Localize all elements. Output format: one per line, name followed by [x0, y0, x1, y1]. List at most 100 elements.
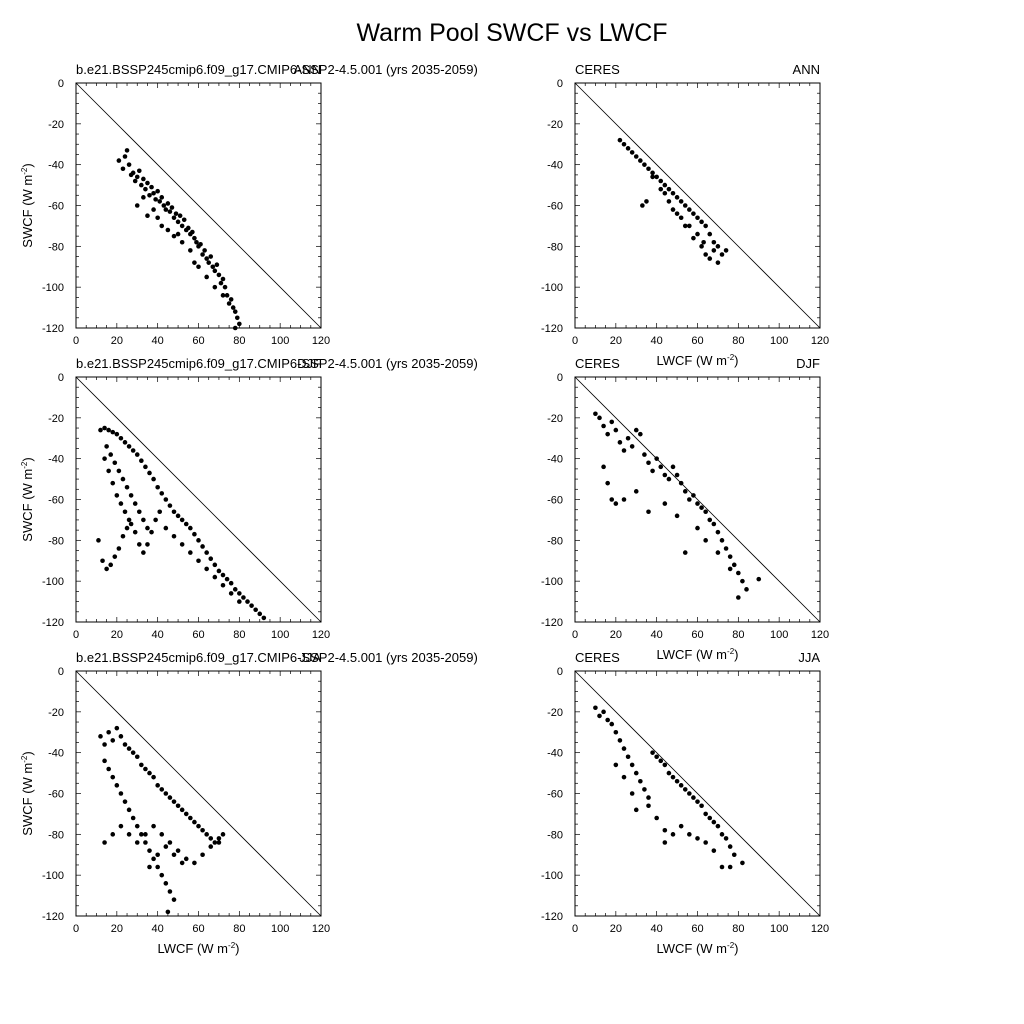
- data-point: [112, 554, 118, 559]
- data-point: [104, 566, 109, 572]
- data-point: [744, 587, 749, 592]
- data-point: [230, 305, 236, 310]
- data-point: [204, 550, 209, 555]
- x-tick-label: 60: [691, 335, 703, 347]
- x-tick-label: 120: [312, 629, 330, 641]
- data-point: [143, 766, 148, 772]
- x-tick-label: 80: [233, 629, 245, 641]
- data-point: [159, 223, 165, 229]
- data-point: [662, 501, 668, 506]
- y-tick-label: -80: [48, 829, 64, 841]
- data-point: [171, 233, 177, 239]
- x-tick-label: 20: [610, 335, 622, 347]
- x-tick-label: 0: [572, 629, 578, 641]
- x-tick-label: 100: [770, 923, 788, 935]
- data-point: [650, 170, 655, 176]
- x-tick-label: 100: [770, 335, 788, 347]
- data-point: [701, 239, 706, 245]
- data-point: [613, 729, 619, 735]
- y-tick-label: -120: [541, 323, 563, 335]
- data-point: [110, 774, 116, 780]
- data-point: [629, 791, 635, 796]
- one-to-one-line: [75, 376, 322, 623]
- data-point: [122, 509, 128, 515]
- data-point: [638, 778, 643, 784]
- data-point: [151, 823, 156, 829]
- data-point: [179, 860, 185, 866]
- data-point: [179, 517, 185, 523]
- data-point: [674, 211, 680, 216]
- data-point: [188, 550, 193, 555]
- data-point: [601, 709, 606, 715]
- data-point: [163, 497, 169, 502]
- data-point: [644, 199, 649, 204]
- data-point: [149, 184, 154, 190]
- data-point: [662, 762, 668, 768]
- panel-4: 0 20 40 60 80 100 120 0 -20 -40 -60 -80 -100 -120 b.e2…: [20, 650, 478, 956]
- data-point: [196, 264, 201, 270]
- y-tick-label: -80: [547, 535, 563, 547]
- x-tick-label: 20: [111, 923, 123, 935]
- x-tick-label: 60: [192, 335, 204, 347]
- x-tick-label: 100: [770, 629, 788, 641]
- data-point: [261, 615, 267, 621]
- data-point: [613, 762, 619, 768]
- data-point: [120, 533, 126, 539]
- data-point: [703, 538, 708, 543]
- data-point: [155, 852, 160, 858]
- data-point: [629, 762, 635, 768]
- data-point: [727, 566, 733, 572]
- data-point: [139, 182, 144, 188]
- data-point: [650, 750, 655, 755]
- panel-0: 0 20 40 60 80 100 120 0 -20 -40 -60 -80 -100 -120 b.e2…: [20, 62, 478, 347]
- data-point: [192, 860, 197, 866]
- data-point: [179, 223, 185, 229]
- data-point: [141, 195, 146, 200]
- data-point: [134, 203, 140, 208]
- data-point: [633, 770, 639, 776]
- data-point: [625, 435, 631, 441]
- data-point: [666, 186, 672, 192]
- x-tick-label: 80: [732, 923, 744, 935]
- data-point: [670, 207, 676, 212]
- data-point: [204, 566, 209, 572]
- y-tick-label: -60: [547, 789, 563, 801]
- data-point: [118, 823, 124, 829]
- data-point: [141, 176, 146, 182]
- data-point: [715, 550, 721, 555]
- data-point: [204, 274, 209, 280]
- one-to-one-line: [75, 670, 322, 917]
- one-to-one-line: [574, 376, 821, 623]
- figure-title: Warm Pool SWCF vs LWCF: [356, 19, 667, 47]
- y-tick-label: -120: [42, 911, 64, 923]
- data-point: [96, 538, 101, 543]
- data-point: [118, 501, 124, 506]
- data-point: [183, 521, 189, 527]
- y-axis-label: SWCF (W m-2): [20, 457, 35, 541]
- data-point: [723, 836, 729, 841]
- panel-left-label: b.e21.BSSP245cmip6.f09_g17.CMIP6-SSP2-4.…: [76, 62, 478, 77]
- y-tick-label: -120: [42, 617, 64, 629]
- data-point: [183, 811, 189, 817]
- data-point: [108, 562, 114, 568]
- data-point: [171, 509, 177, 515]
- data-point: [646, 460, 651, 466]
- data-point: [232, 325, 238, 331]
- y-tick-label: -20: [48, 413, 64, 425]
- data-point: [638, 431, 643, 437]
- data-point: [159, 872, 165, 878]
- data-point: [212, 268, 218, 274]
- data-point: [674, 195, 680, 200]
- x-tick-label: 40: [152, 629, 164, 641]
- data-point: [617, 738, 623, 743]
- panel-1: 0 20 40 60 80 100 120 0 -20 -40 -60 -80 -100 -120 CERE…: [541, 62, 829, 368]
- data-point: [662, 190, 668, 196]
- data-point: [141, 517, 146, 523]
- data-point: [136, 509, 142, 515]
- y-axis-label: SWCF (W m-2): [20, 163, 35, 247]
- data-point: [699, 244, 704, 249]
- data-point: [703, 840, 708, 845]
- data-point: [658, 186, 664, 192]
- data-point: [147, 192, 152, 198]
- y-tick-label: 0: [557, 372, 563, 384]
